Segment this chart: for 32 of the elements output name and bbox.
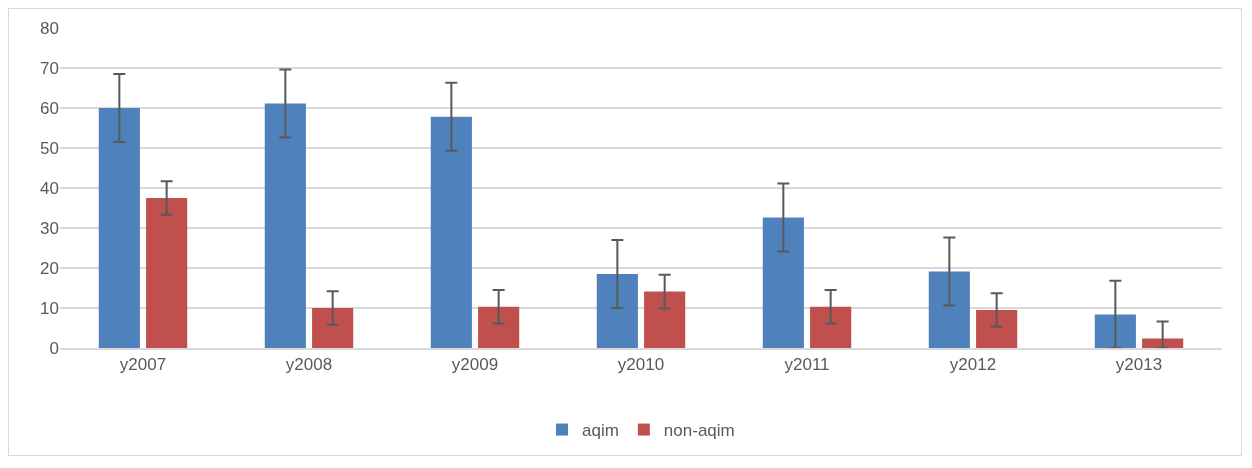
bar (1142, 338, 1184, 348)
y-tick-label: 10 (40, 298, 59, 318)
bar (1094, 314, 1136, 348)
x-tick-label: y2007 (119, 355, 167, 375)
x-tick-label: y2009 (451, 355, 499, 375)
bar (146, 198, 188, 348)
y-tick-label: 0 (49, 338, 59, 358)
x-tick-label: y2011 (784, 355, 830, 375)
bar (762, 217, 804, 348)
legend-label: non-aqim (663, 421, 735, 441)
bar (98, 108, 140, 348)
bar (976, 310, 1018, 348)
bar (596, 274, 638, 348)
y-tick-label: 40 (40, 178, 59, 198)
bar (264, 103, 306, 348)
y-tick-label: 70 (40, 58, 59, 78)
bar (478, 306, 520, 348)
bar (928, 271, 970, 348)
legend-label: aqim (582, 421, 619, 441)
x-tick-label: y2010 (617, 355, 665, 375)
x-tick-label: y2008 (285, 355, 333, 375)
y-tick-label: 30 (40, 218, 59, 238)
bar (430, 116, 472, 348)
x-tick-label: y2012 (949, 355, 997, 375)
x-tick-label: y2013 (1115, 355, 1163, 375)
bar (644, 291, 686, 348)
y-tick-label: 20 (40, 258, 59, 278)
y-tick-label: 50 (40, 138, 59, 158)
bar (312, 308, 354, 348)
bar (810, 306, 852, 348)
y-tick-label: 80 (40, 18, 59, 38)
y-tick-label: 60 (40, 98, 59, 118)
